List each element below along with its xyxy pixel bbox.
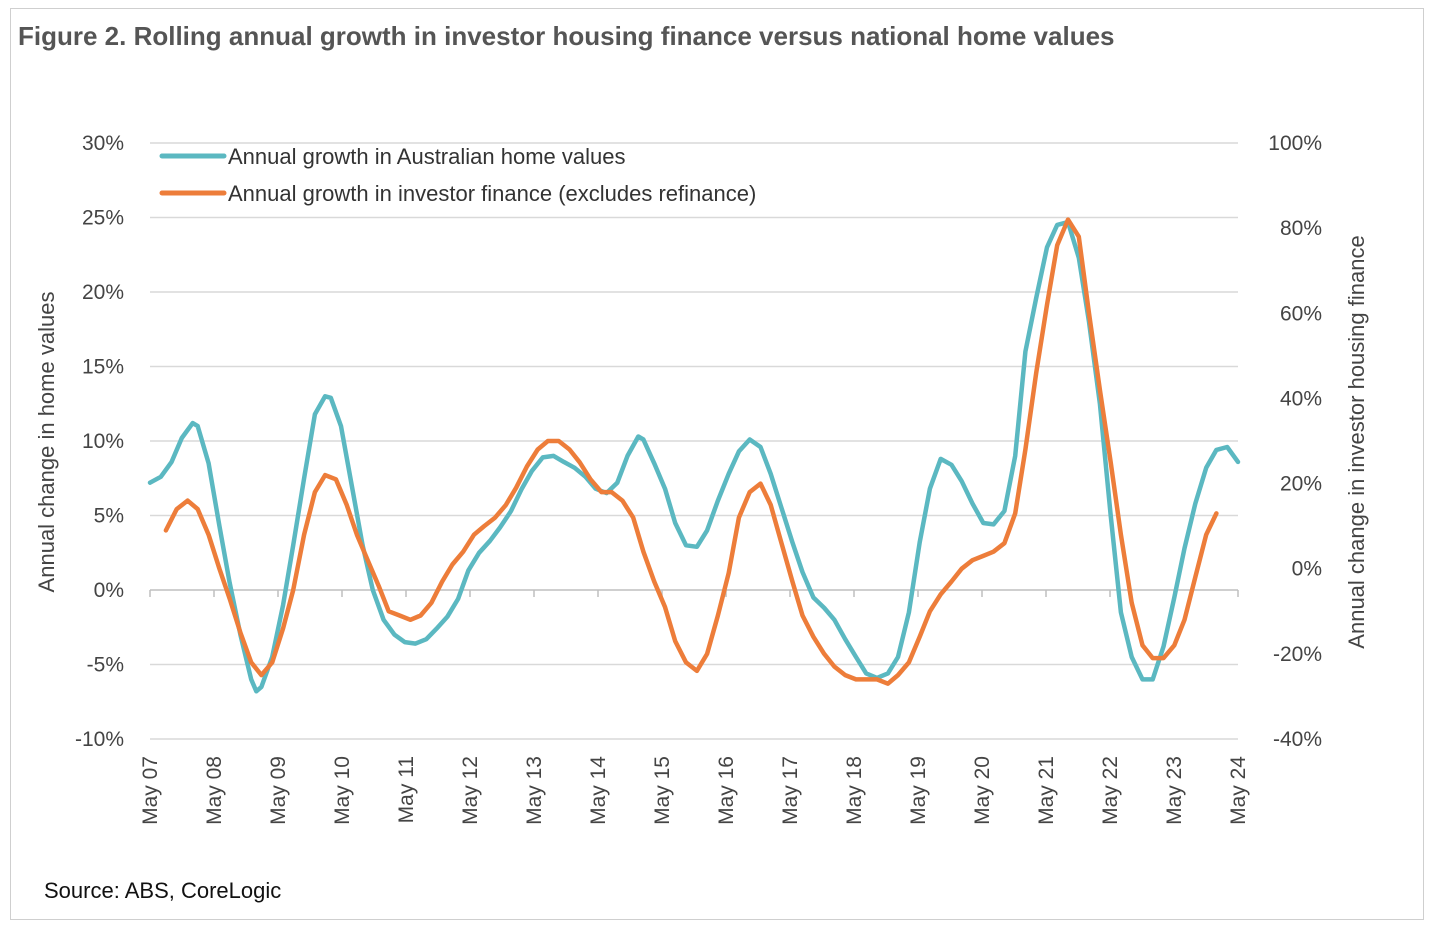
y-left-tick-label: 10% — [82, 430, 124, 453]
chart-title: Figure 2. Rolling annual growth in inves… — [18, 21, 1115, 51]
series-line-home-values — [147, 219, 1241, 694]
x-tick-label: May 24 — [1227, 756, 1250, 825]
y-left-tick-label: -5% — [87, 654, 124, 677]
x-tick-label: May 12 — [459, 756, 482, 825]
x-tick-label: May 10 — [331, 756, 354, 825]
y-left-tick-label: 15% — [82, 356, 124, 379]
legend-label: Annual growth in investor finance (exclu… — [228, 181, 756, 206]
series-lines — [147, 217, 1241, 694]
x-tick-label: May 19 — [907, 756, 930, 825]
x-tick-label: May 17 — [779, 756, 802, 825]
y-right-tick-label: 0% — [1292, 558, 1322, 581]
chart-frame — [10, 8, 1424, 920]
x-tick-label: May 07 — [139, 756, 162, 825]
y-axis-right-title: Annual change in investor housing financ… — [1344, 235, 1369, 648]
x-tick-label: May 11 — [395, 756, 418, 823]
x-tick-label: May 16 — [715, 756, 738, 825]
series-line-investor-finance — [163, 217, 1219, 686]
y-right-tick-label: 40% — [1280, 387, 1322, 410]
x-tick-label: May 23 — [1163, 756, 1186, 825]
x-tick-label: May 08 — [203, 756, 226, 825]
y-left-tick-label: 30% — [82, 132, 124, 155]
y-right-tick-label: 20% — [1280, 473, 1322, 496]
x-tick-label: May 18 — [843, 756, 866, 825]
x-tick-label: May 22 — [1099, 756, 1122, 825]
y-left-tick-label: 0% — [94, 579, 124, 602]
legend-label: Annual growth in Australian home values — [228, 144, 625, 169]
y-axis-left-title: Annual change in home values — [34, 292, 59, 593]
y-left-tick-label: 20% — [82, 281, 124, 304]
y-right-tick-label: 80% — [1280, 217, 1322, 240]
y-axis-right: -40% -20% 0% 20% 40% 60% 80% 100% — [1268, 132, 1322, 751]
legend: Annual growth in Australian home values A… — [159, 144, 756, 206]
y-right-tick-label: 100% — [1268, 132, 1322, 155]
y-left-tick-label: -10% — [75, 728, 124, 751]
x-axis: May 07 May 08 May 09 May 10 May 11 May 12 May … — [139, 589, 1250, 825]
source-note: Source: ABS, CoreLogic — [44, 878, 282, 903]
y-left-tick-label: 25% — [82, 207, 124, 230]
y-axis-left: -10% -5% 0% 5% 10% 15% 20% 25% 30% — [75, 132, 124, 751]
y-right-tick-label: -20% — [1273, 643, 1322, 666]
x-tick-label: May 20 — [971, 756, 994, 825]
grid-lines — [150, 142, 1238, 740]
y-right-tick-label: -40% — [1273, 728, 1322, 751]
x-tick-label: May 13 — [523, 756, 546, 825]
x-tick-label: May 15 — [651, 756, 674, 825]
x-tick-label: May 14 — [587, 756, 610, 825]
y-right-tick-label: 60% — [1280, 302, 1322, 325]
x-tick-label: May 09 — [267, 756, 290, 825]
x-tick-label: May 21 — [1035, 756, 1058, 825]
y-left-tick-label: 5% — [94, 505, 124, 528]
